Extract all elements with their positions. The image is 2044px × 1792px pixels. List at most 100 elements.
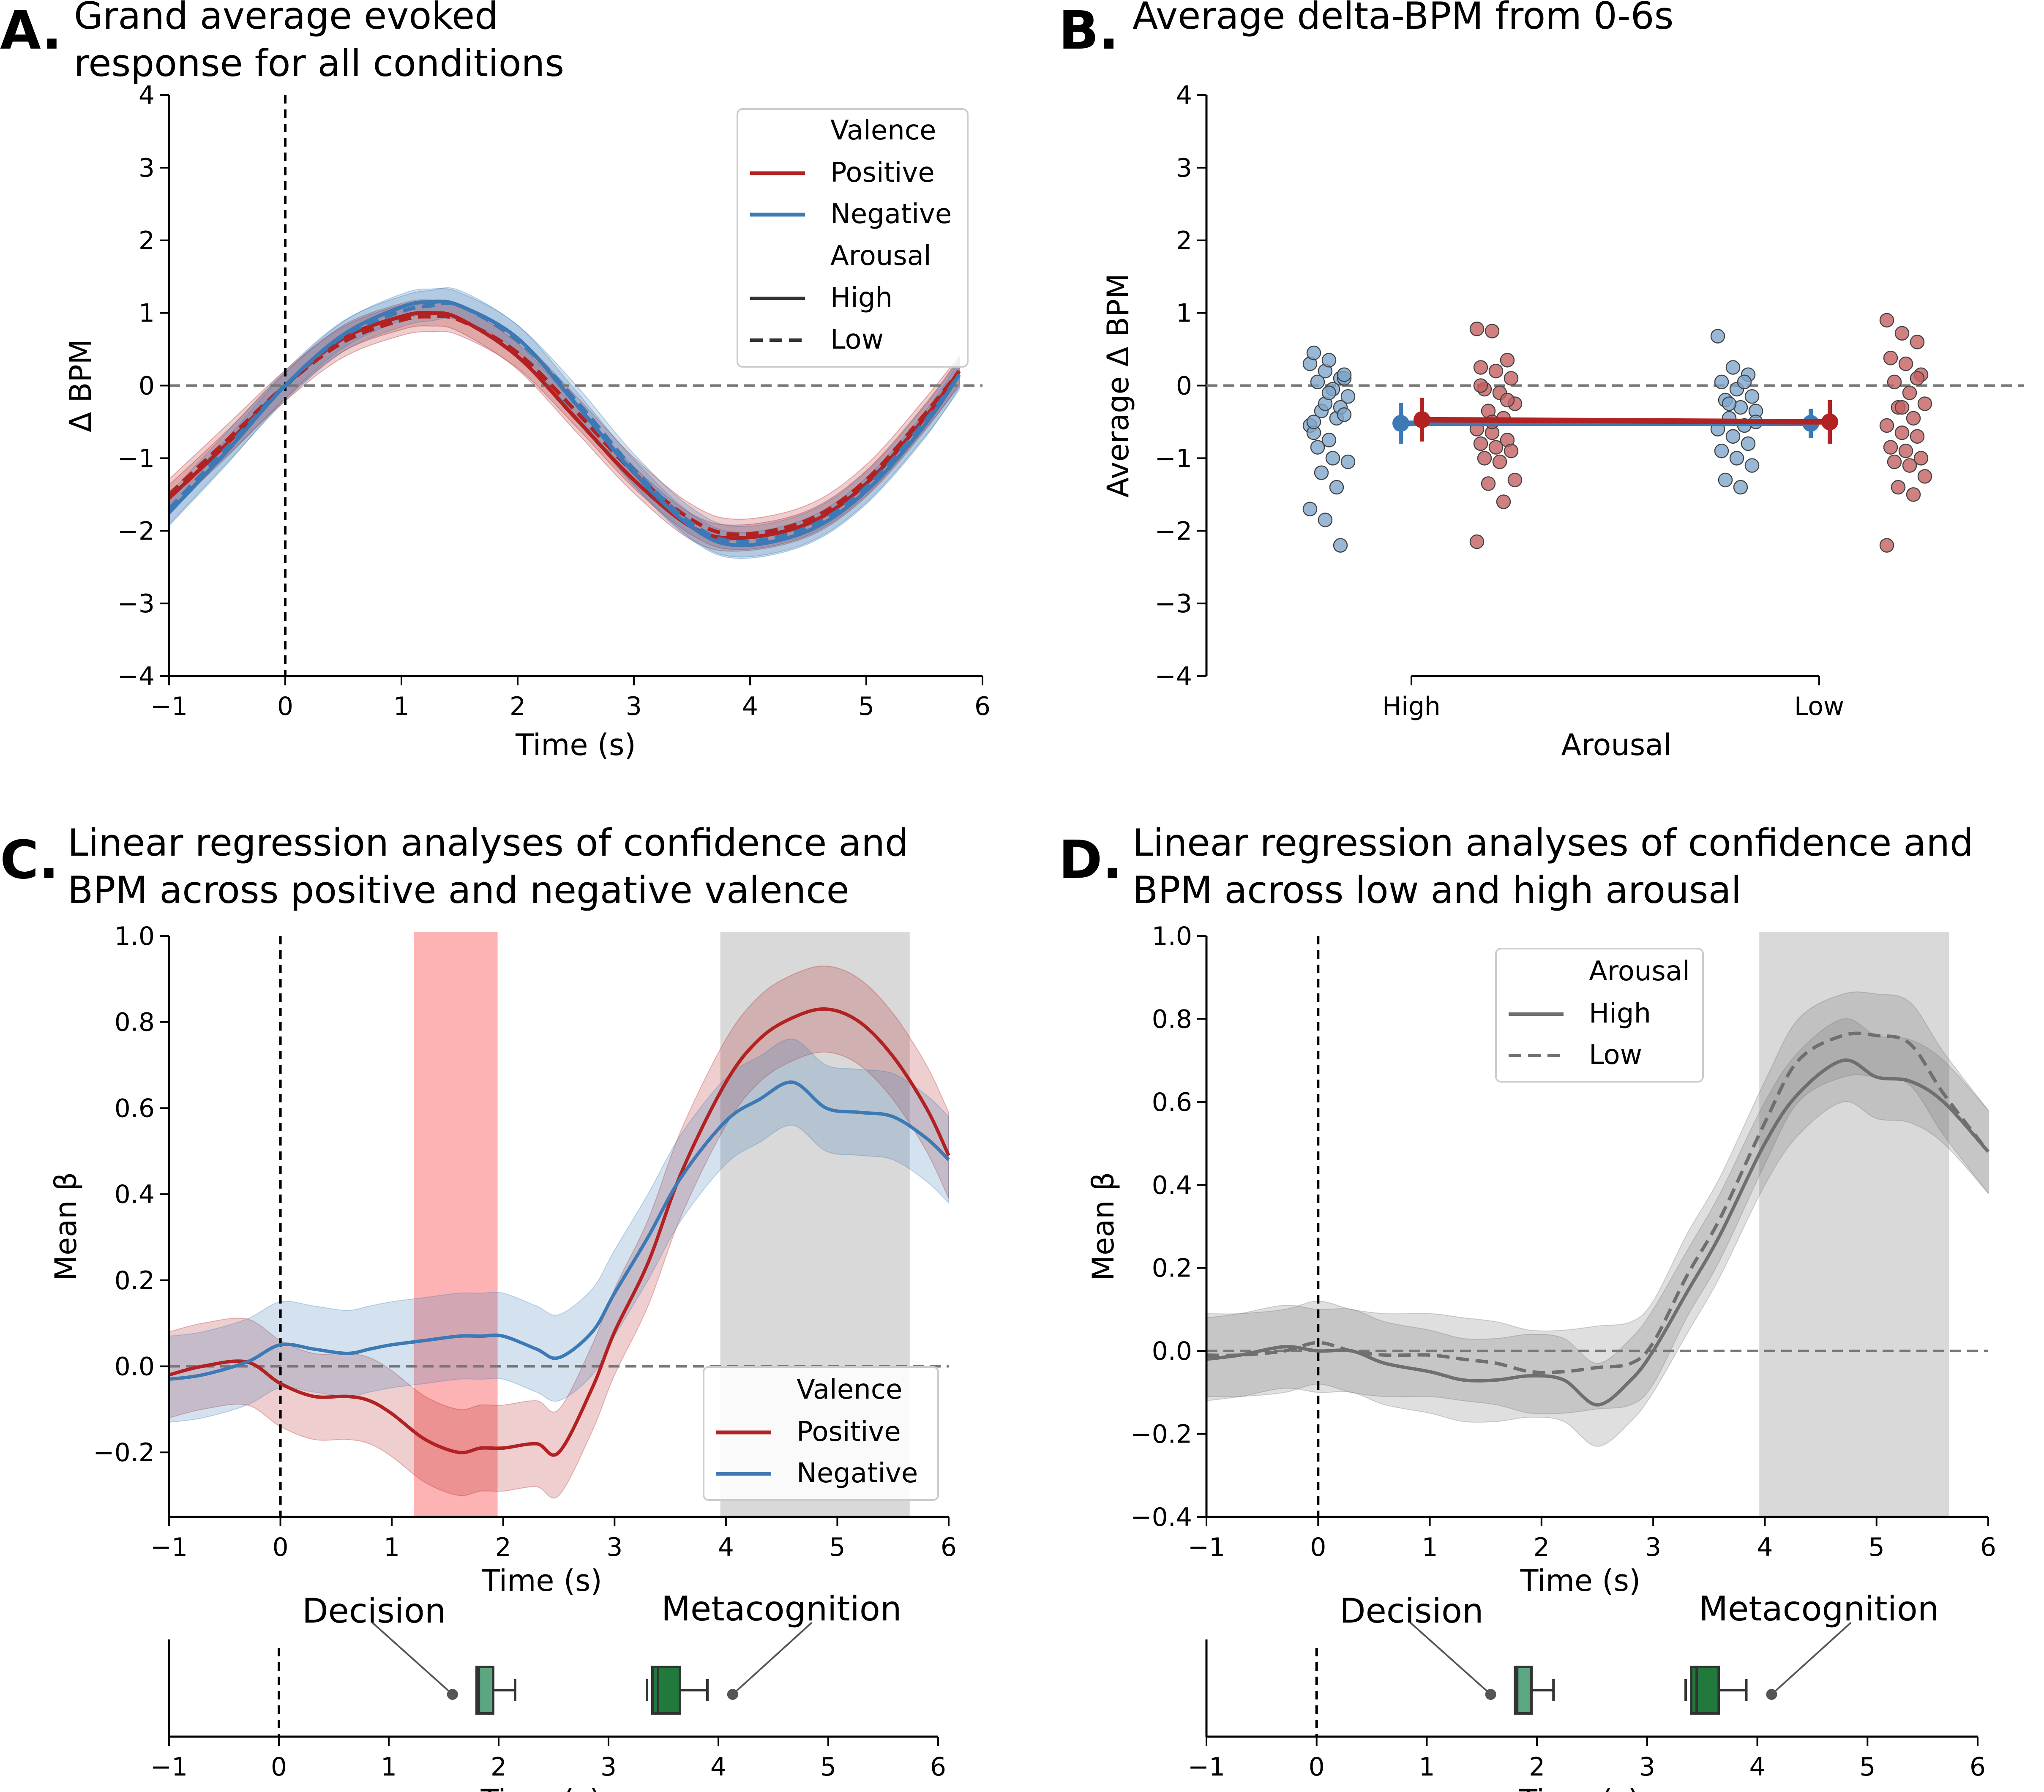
panel-b-scatter-point	[1910, 429, 1925, 444]
panel-b-scatter-point	[1887, 454, 1902, 469]
panel-c-xtick-label: 4	[718, 1533, 734, 1562]
panel-c-title-line1: Linear regression analyses of confidence…	[68, 821, 909, 865]
panel-a-xtick-label: 0	[277, 692, 293, 721]
panel-b-scatter-point	[1917, 469, 1932, 484]
panel-c-timeline-xtick-label: 1	[381, 1752, 397, 1782]
panel-c-ytick-label: 0.0	[115, 1352, 155, 1382]
panel-a-ytick-label: 0	[139, 371, 155, 401]
legend-a-high-label: High	[830, 282, 892, 314]
panel-b-scatter-point	[1473, 378, 1488, 393]
panel-a-ytick-label: −4	[117, 662, 155, 691]
panel-b-scatter-point	[1737, 374, 1752, 390]
panel-b-scatter-point	[1714, 374, 1729, 390]
panel-c-timeline-xtick-label: 2	[491, 1752, 507, 1782]
metacognition-annotation-c: Metacognition	[661, 1589, 902, 1628]
panel-d-xtick-label: 2	[1534, 1533, 1550, 1562]
panel-c-timeline-x-axis-label: Time (s)	[480, 1783, 601, 1792]
panel-b-mean-point	[1392, 415, 1409, 432]
panel-b-ytick-label: −2	[1155, 516, 1192, 546]
panel-b-ytick-label: 1	[1176, 299, 1192, 328]
panel-d-ytick-label: −0.4	[1130, 1503, 1192, 1532]
panel-b-scatter-point	[1314, 465, 1329, 480]
panel-c-timeline-xtick-label: 3	[600, 1752, 617, 1782]
panel-c-metacognition-pointer-line	[732, 1622, 813, 1695]
legend-d-title: Arousal	[1589, 956, 1690, 987]
panel-d-timeline-xtick-label: 5	[1859, 1752, 1875, 1782]
legend-a-low-label: Low	[830, 324, 884, 355]
legend-a-negative-label: Negative	[830, 199, 952, 230]
panel-c-xtick-label: 5	[829, 1533, 845, 1562]
panel-a-letter: A.	[0, 0, 62, 61]
panel-a-xtick-label: 3	[626, 692, 642, 721]
panel-b-scatter-point	[1469, 534, 1485, 549]
panel-a-ytick-label: 3	[139, 153, 155, 183]
panel-a-title-line1: Grand average evoked	[74, 0, 498, 38]
panel-b-scatter-point	[1321, 353, 1337, 368]
panel-c-y-axis-label: Mean β	[49, 1172, 83, 1281]
panel-d-ytick-label: 0.0	[1152, 1336, 1192, 1366]
panel-b-scatter-point	[1891, 480, 1906, 495]
panel-b-scatter-point	[1310, 440, 1325, 455]
panel-d-timeline-xtick-label: 2	[1529, 1752, 1545, 1782]
panel-b-scatter-point	[1469, 322, 1485, 336]
panel-b-scatter-point	[1507, 472, 1523, 488]
panel-c-xtick-label: 3	[606, 1533, 622, 1562]
panel-a-ytick-label: 1	[139, 299, 155, 328]
panel-b-scatter-point	[1894, 425, 1910, 440]
panel-b-scatter-point	[1883, 440, 1898, 455]
decision-annotation-d: Decision	[1340, 1591, 1484, 1631]
panel-d-ytick-label: 0.8	[1152, 1004, 1192, 1034]
panel-d-xtick-label: −1	[1188, 1533, 1225, 1562]
panel-c-xtick-label: 6	[941, 1533, 957, 1562]
panel-a-ytick-label: −1	[117, 444, 155, 473]
panel-b-scatter-point	[1887, 374, 1902, 390]
panel-b-scatter-point	[1917, 396, 1932, 411]
panel-a-ytick-label: −3	[117, 589, 155, 619]
panel-b-scatter-point	[1906, 411, 1921, 426]
panel-b-scatter-point	[1333, 538, 1348, 553]
panel-b-ytick-label: −4	[1155, 662, 1192, 691]
panel-b-ytick-label: −1	[1155, 444, 1192, 473]
panel-b-scatter-point	[1894, 400, 1910, 415]
panel-b-scatter-point	[1894, 326, 1910, 341]
legend-c-title: Valence	[797, 1374, 902, 1405]
panel-c-xtick-label: 0	[272, 1533, 288, 1562]
panel-c-shaded-region	[414, 932, 498, 1517]
panel-b-scatter-point	[1879, 538, 1894, 553]
panel-b-scatter-point	[1902, 458, 1917, 473]
panel-d-ytick-label: 0.6	[1152, 1088, 1192, 1117]
panel-c-ci-band	[169, 1039, 949, 1423]
panel-c-ytick-label: 0.6	[115, 1094, 155, 1123]
panel-b-scatter-point	[1741, 436, 1756, 451]
panel-d-xtick-label: 5	[1869, 1533, 1885, 1562]
panel-a-xtick-label: 5	[858, 692, 874, 721]
panel-b-scatter-point	[1485, 324, 1500, 338]
panel-b-mean-point	[1414, 411, 1430, 428]
legend-c: Valence Positive Negative	[703, 1366, 939, 1501]
panel-c-ytick-label: 0.4	[115, 1180, 155, 1209]
panel-c-x-axis-label: Time (s)	[481, 1563, 602, 1598]
panel-b-mean-line	[1422, 417, 1830, 425]
panel-b-scatter-point	[1879, 418, 1894, 433]
panel-b-scatter-point	[1910, 371, 1925, 386]
panel-c-ytick-label: 0.2	[115, 1266, 155, 1296]
panel-b-scatter-point	[1883, 350, 1898, 365]
panel-a-ytick-label: 4	[139, 81, 155, 110]
panel-b-scatter-point	[1488, 440, 1504, 455]
panel-a-xtick-label: 1	[393, 692, 409, 721]
panel-b-scatter-point	[1725, 360, 1741, 375]
panel-b-scatter-point	[1744, 458, 1760, 473]
panel-d-series-line	[1206, 1031, 1990, 1375]
panel-b-mean-point	[1821, 413, 1838, 431]
panel-d-y-axis-label: Mean β	[1086, 1172, 1121, 1281]
panel-c-series-line	[168, 1007, 950, 1457]
panel-b-scatter-point	[1902, 385, 1917, 400]
panel-b-scatter-point	[1473, 360, 1488, 375]
legend-c-positive-label: Positive	[797, 1416, 901, 1448]
panel-b-scatter-point	[1725, 429, 1741, 444]
metacognition-annotation-d: Metacognition	[1699, 1589, 1939, 1628]
panel-b-scatter-point	[1477, 451, 1492, 466]
panel-b-x-axis-label: Arousal	[1561, 728, 1671, 762]
panel-b-scatter-point	[1718, 472, 1733, 488]
